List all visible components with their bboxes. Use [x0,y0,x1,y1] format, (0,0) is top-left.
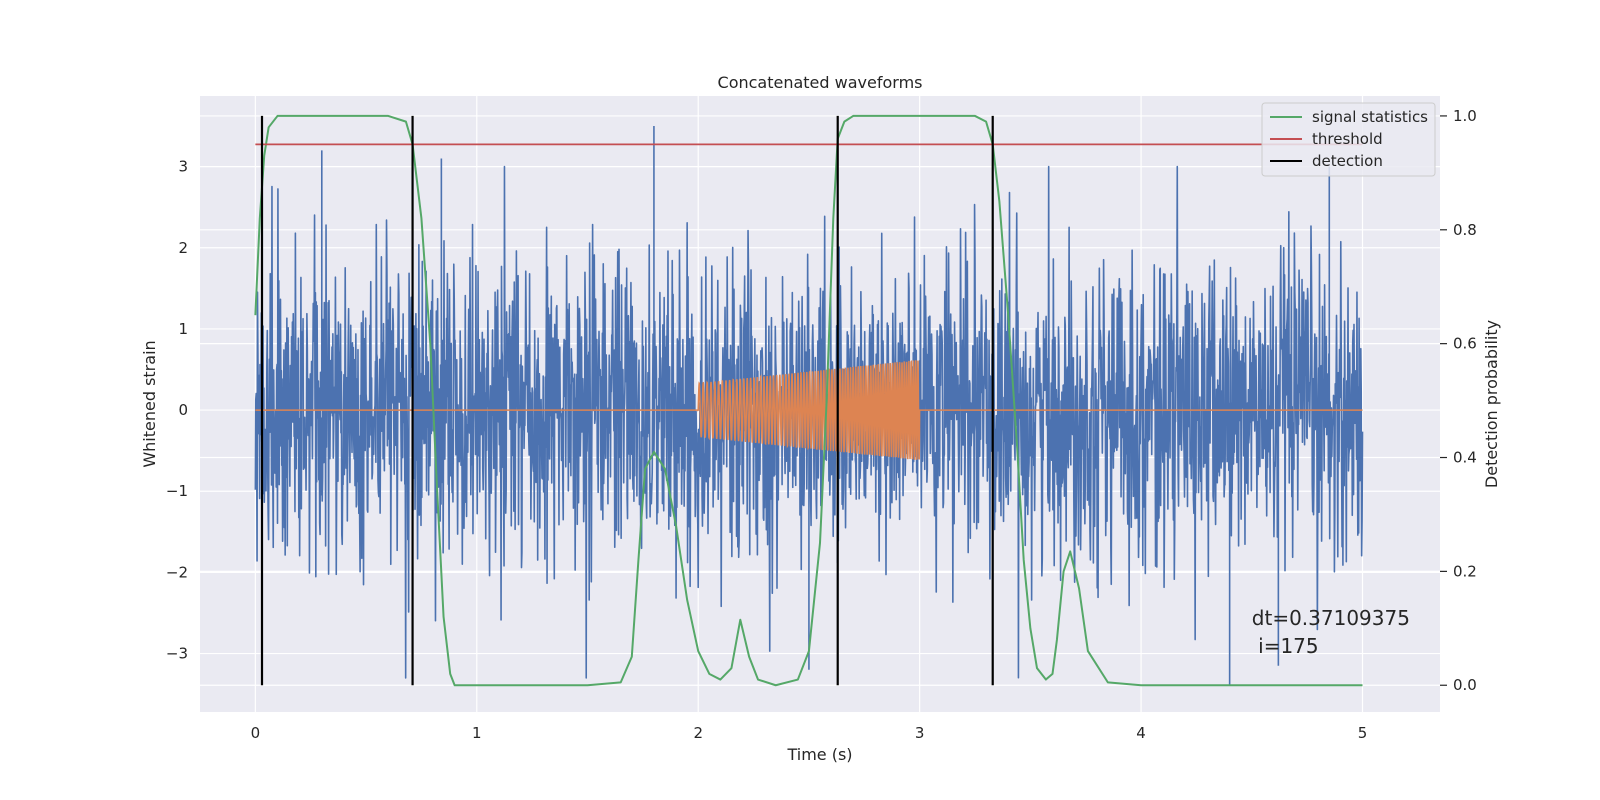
x-tick-label: 0 [251,724,261,742]
y-tick-label: −1 [166,482,188,500]
y-tick-label: 1 [178,320,188,338]
series-layer [254,114,1364,687]
x-tick-label: 3 [915,724,925,742]
legend-frame [1261,102,1436,177]
y-tick-label: 3 [178,158,188,176]
y-axis-right: 0.0 0.2 0.4 0.6 0.8 1.0 [1440,107,1477,694]
y-axis-label: Whitened strain [140,340,159,467]
template-series [255,359,1363,460]
x-axis: 0 1 2 3 4 5 [251,724,1368,742]
y-tick-label: −3 [166,645,188,663]
y2-tick-label: 0.2 [1453,562,1477,580]
legend-label-threshold: threshold [1312,130,1383,148]
y-tick-label: 0 [178,401,188,419]
y-tick-label: 2 [178,239,188,257]
signal-statistics-series [254,114,1363,687]
x-axis-label: Time (s) [786,745,852,764]
chart-title: Concatenated waveforms [718,73,923,92]
y2-tick-label: 0.0 [1453,676,1477,694]
y2-tick-label: 0.8 [1453,221,1477,239]
x-tick-label: 1 [472,724,482,742]
legend: signal statistics threshold detection [1261,102,1436,177]
y2-axis-label: Detection probability [1482,320,1501,488]
annotation: dt=0.37109375 i=175 [1252,606,1410,658]
legend-label-signal-statistics: signal statistics [1312,108,1428,126]
annotation-i: i=175 [1252,634,1319,658]
x-tick-label: 5 [1358,724,1368,742]
annotation-dt: dt=0.37109375 [1252,606,1410,630]
x-tick-label: 2 [693,724,703,742]
y2-tick-label: 0.6 [1453,335,1477,353]
legend-label-detection: detection [1312,152,1383,170]
y2-tick-label: 1.0 [1453,107,1477,125]
y2-tick-label: 0.4 [1453,449,1477,467]
y-tick-label: −2 [166,563,188,581]
y-axis-left: −3 −2 −1 0 1 2 3 [166,158,188,663]
x-tick-label: 4 [1136,724,1146,742]
